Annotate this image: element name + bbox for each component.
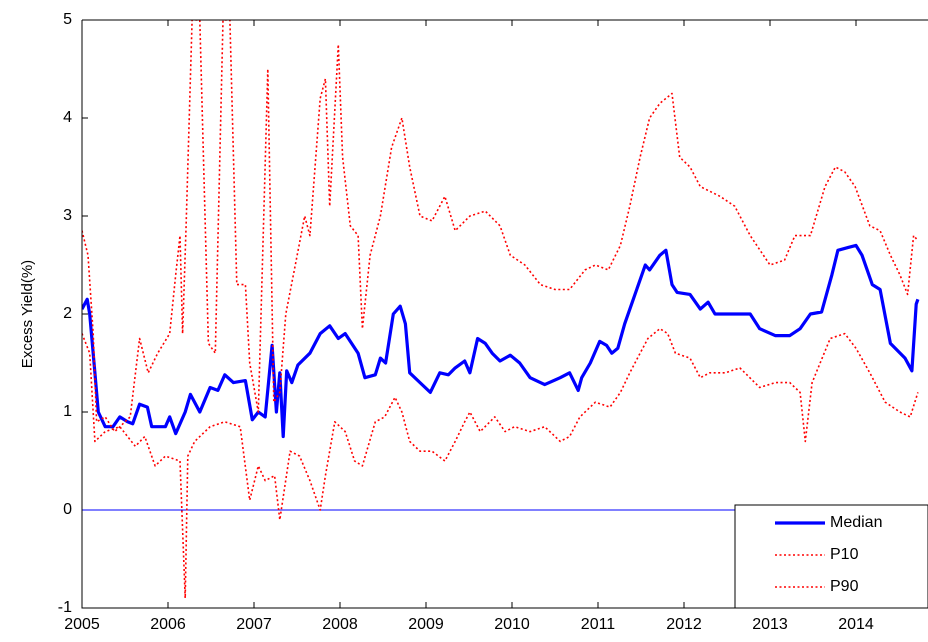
- y-axis-label: Excess Yield(%): [19, 260, 36, 368]
- legend: Median P10 P90: [734, 504, 928, 609]
- x-tick-label: 2013: [752, 616, 788, 633]
- x-tick-label: 2012: [666, 616, 702, 633]
- x-tick-label: 2005: [64, 616, 100, 633]
- x-tick-label: 2011: [581, 616, 616, 633]
- y-tick-label: 1: [63, 403, 72, 420]
- x-tick-label: 2007: [236, 616, 272, 633]
- y-tick-label: 4: [63, 109, 72, 126]
- x-tick-label: 2006: [150, 616, 186, 633]
- x-tick-label: 2014: [838, 616, 874, 633]
- ticks: -1 0 1 2 3 4 5 2005 2006 2007 2008 2009 2010 2011 2012…: [58, 11, 874, 633]
- y-tick-label: -1: [58, 599, 72, 616]
- x-tick-label: 2008: [322, 616, 358, 633]
- series-line: [82, 243, 920, 439]
- y-tick-label: 2: [63, 305, 72, 322]
- axes-frame: [81, 19, 928, 609]
- legend-box: [734, 504, 928, 609]
- series-line: [82, 20, 919, 433]
- y-tick-label: 5: [63, 11, 72, 28]
- y-tick-label: 0: [63, 501, 72, 518]
- x-tick-label: 2009: [408, 616, 444, 633]
- legend-label: P10: [830, 546, 859, 563]
- legend-label: P90: [830, 578, 859, 595]
- x-tick-label: 2010: [494, 616, 530, 633]
- legend-label: Median: [830, 514, 882, 531]
- y-tick-label: 3: [63, 207, 72, 224]
